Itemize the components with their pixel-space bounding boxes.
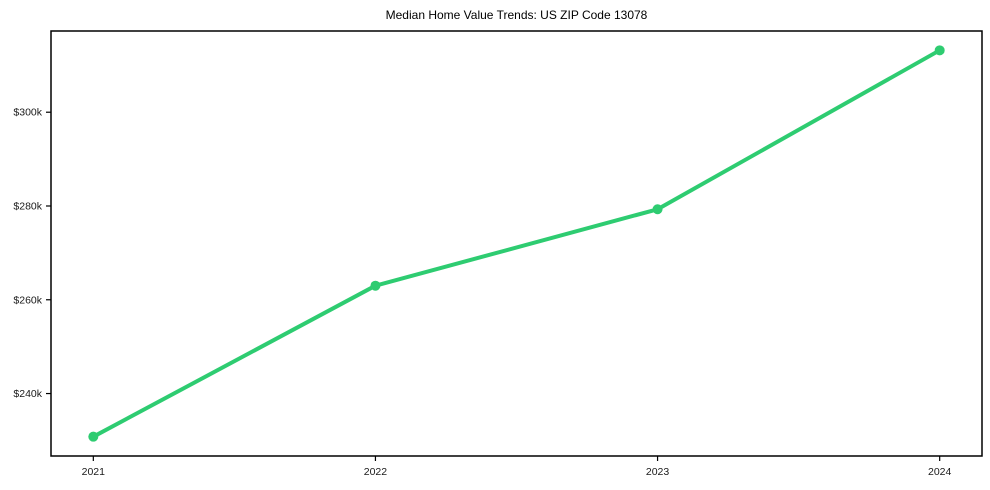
plot-area bbox=[51, 31, 982, 456]
x-axis-tick-label: 2024 bbox=[928, 466, 952, 478]
plot-frame bbox=[50, 30, 983, 457]
data-point bbox=[652, 204, 663, 215]
chart-title: Median Home Value Trends: US ZIP Code 13… bbox=[385, 8, 648, 22]
y-axis-tick-label: $280k bbox=[13, 200, 42, 212]
y-axis-tick-label: $240k bbox=[13, 388, 42, 400]
data-point bbox=[88, 431, 99, 442]
trend-line bbox=[91, 48, 942, 439]
data-point bbox=[934, 45, 945, 56]
y-axis-tick-label: $300k bbox=[13, 107, 42, 119]
x-axis-tick-label: 2021 bbox=[82, 466, 106, 478]
data-point bbox=[370, 280, 381, 291]
x-axis-tick-label: 2023 bbox=[646, 466, 670, 478]
y-axis-tick-label: $260k bbox=[13, 294, 42, 306]
x-axis-tick-label: 2022 bbox=[364, 466, 388, 478]
